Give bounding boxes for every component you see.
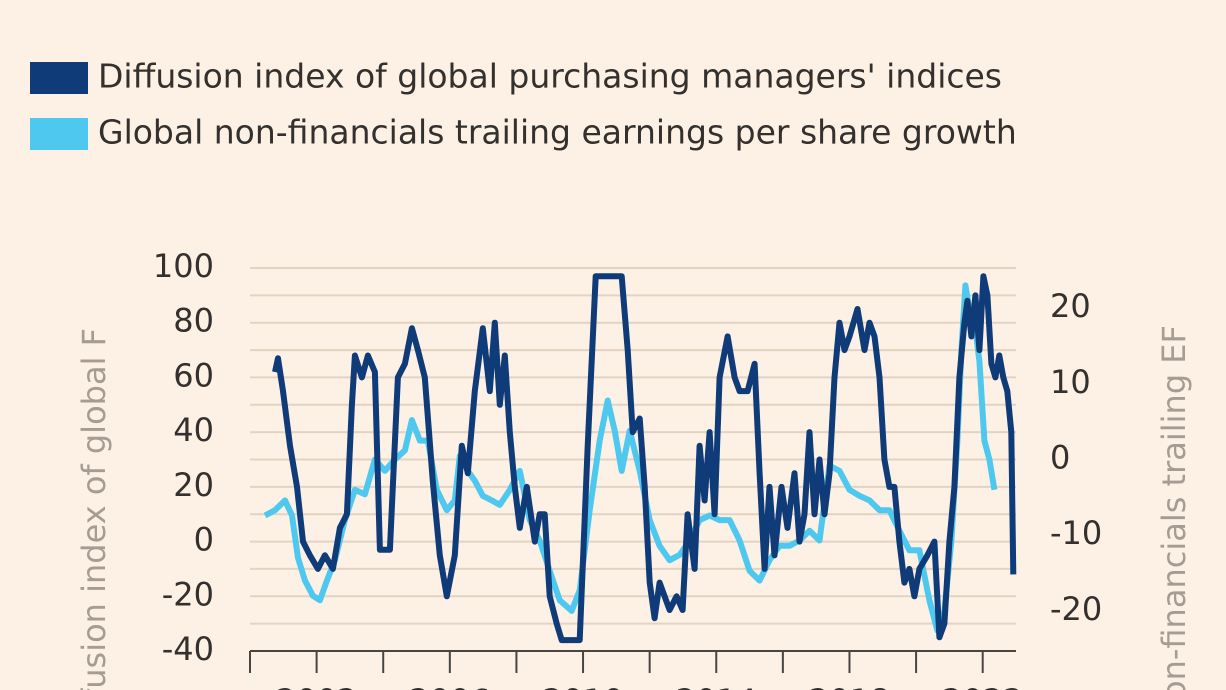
x-tick-label: 2010 (542, 682, 623, 690)
y-tick-label: 80 (173, 302, 214, 340)
y2-tick-label: 0 (1050, 439, 1070, 477)
series-line (272, 273, 1017, 644)
x-tick-label: 2022 (942, 682, 1023, 690)
y2-axis-title: on-financials trailing EF (1155, 325, 1193, 690)
y2-tick-label: -10 (1050, 514, 1102, 552)
y-tick-label: -40 (162, 630, 214, 668)
x-tick-label: 2006 (409, 682, 490, 690)
y-tick-label: -20 (162, 575, 214, 613)
y-tick-label: 20 (173, 466, 214, 504)
y2-tick-label: 10 (1050, 363, 1091, 401)
x-tick-label: 2014 (676, 682, 757, 690)
x-tick-label: 2018 (809, 682, 890, 690)
y-tick-label: 40 (173, 411, 214, 449)
legend-swatch (30, 62, 88, 94)
y-tick-label: 0 (194, 521, 214, 559)
legend-swatch (30, 118, 88, 150)
legend-label: Global non-financials trailing earnings … (98, 113, 1017, 152)
y-tick-label: 60 (173, 356, 214, 394)
y-tick-label: 100 (153, 247, 214, 285)
y2-tick-label: -20 (1050, 590, 1102, 628)
legend-label: Diffusion index of global purchasing man… (98, 57, 1002, 96)
y2-tick-label: 20 (1050, 287, 1091, 325)
y-axis-title: fusion index of global F (75, 328, 113, 690)
